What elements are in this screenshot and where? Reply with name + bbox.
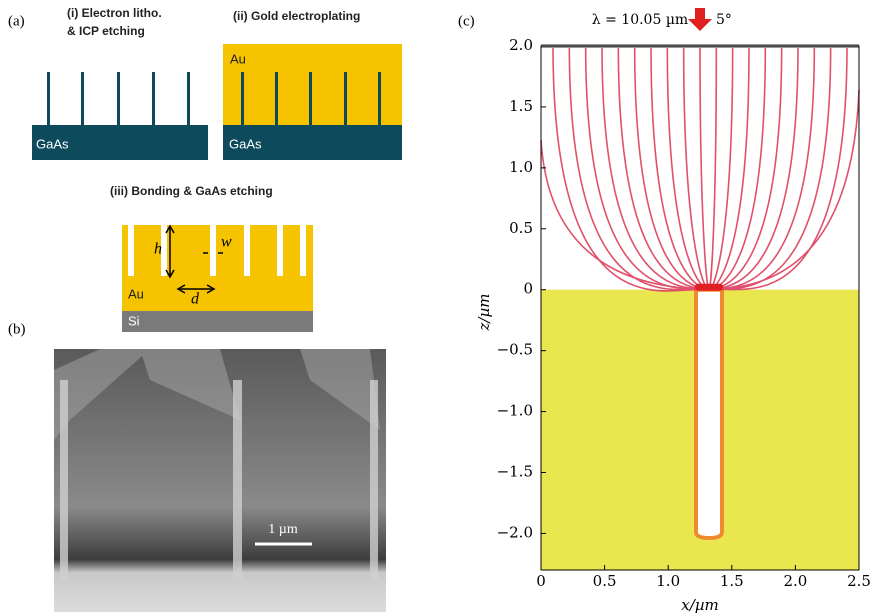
- field-line: [710, 46, 733, 290]
- x-axis-label: x/µm: [681, 596, 719, 614]
- y-tick-label: 1.5: [509, 97, 533, 115]
- step-title: (i) Electron litho.: [67, 6, 162, 20]
- x-tick-label: 2.0: [783, 572, 807, 590]
- x-tick-label: 1.0: [656, 572, 680, 590]
- substrate-label: GaAs: [36, 136, 69, 151]
- step-title: (iii) Bonding & GaAs etching: [110, 184, 273, 198]
- angle-label: 5°: [716, 12, 732, 28]
- step-title: & ICP etching: [67, 24, 145, 38]
- substrate-label: GaAs: [229, 136, 262, 151]
- field-line: [651, 46, 707, 290]
- y-tick-label: −1.0: [497, 402, 533, 420]
- incidence-arrow: [688, 8, 712, 31]
- scale-bar-label: 1 µm: [268, 522, 298, 537]
- height-symbol: h: [154, 241, 162, 258]
- cover: [695, 284, 723, 291]
- panel-label: (c): [458, 13, 475, 29]
- x-tick-label: 1.5: [720, 572, 744, 590]
- y-tick-label: −1.5: [497, 463, 533, 481]
- field-line: [602, 46, 705, 290]
- panel-label: (b): [8, 321, 26, 337]
- metal-label: Au: [230, 51, 246, 66]
- y-tick-label: 0.5: [509, 219, 533, 237]
- sem-image: [54, 349, 386, 612]
- x-tick-label: 2.5: [847, 572, 871, 590]
- step-title: (ii) Gold electroplating: [233, 9, 360, 23]
- slit: [696, 290, 722, 538]
- field-line: [711, 46, 765, 290]
- period-symbol: d: [191, 291, 200, 308]
- y-tick-label: 0: [523, 280, 533, 298]
- figure: (a) (i) Electron litho. & ICP etching (i…: [0, 0, 875, 616]
- x-tick-label: 0: [536, 572, 546, 590]
- diagram-step3: [122, 225, 313, 332]
- field-line: [713, 46, 798, 290]
- y-tick-label: −0.5: [497, 341, 533, 359]
- wavelength-label: λ = 10.05 µm: [592, 12, 688, 28]
- y-tick-label: 2.0: [509, 36, 533, 54]
- width-symbol: w: [221, 234, 232, 251]
- y-axis-label: z/µm: [475, 294, 493, 332]
- field-lines: [541, 46, 859, 291]
- y-tick-label: −2.0: [497, 523, 533, 541]
- field-line: [712, 46, 782, 290]
- field-line: [709, 46, 716, 290]
- panel-label: (a): [8, 13, 25, 29]
- field-line: [553, 46, 703, 291]
- y-tick-label: 1.0: [509, 158, 533, 176]
- substrate-label: Si: [128, 313, 140, 328]
- x-tick-label: 0.5: [593, 572, 617, 590]
- field-line: [700, 46, 709, 290]
- field-line: [618, 46, 705, 290]
- metal-label: Au: [128, 286, 144, 301]
- field-line: [635, 46, 706, 290]
